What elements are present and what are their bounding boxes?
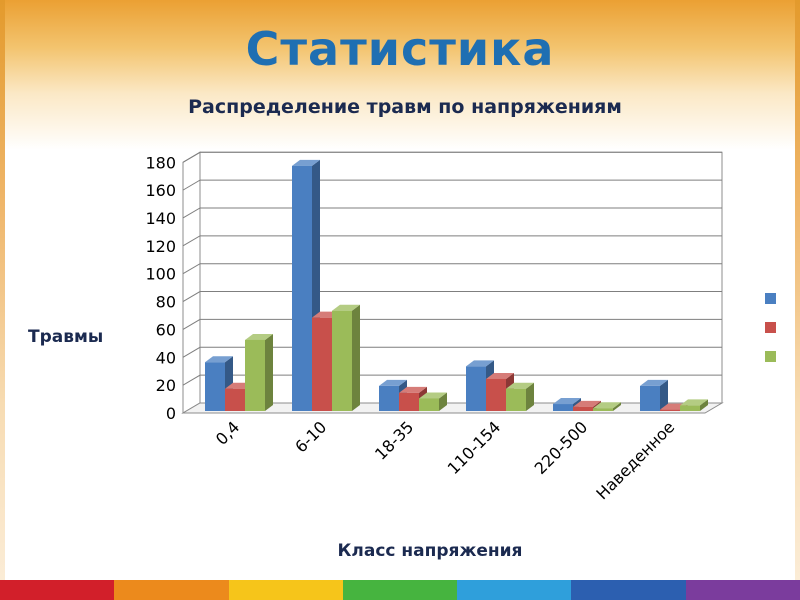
bar <box>292 165 312 411</box>
bar-side <box>439 392 447 411</box>
chart-title: Распределение травм по напряжениям <box>188 96 622 118</box>
y-tick-label: 0 <box>166 404 176 423</box>
bar-top <box>486 372 514 379</box>
y-tick-label: 20 <box>156 376 176 395</box>
right-frame-border <box>795 0 800 580</box>
bar <box>399 392 419 411</box>
bar-top <box>593 402 621 409</box>
bar-top <box>419 392 447 399</box>
bar <box>506 388 526 411</box>
bar <box>245 339 265 411</box>
y-tick-label: 140 <box>145 209 176 228</box>
y-tick-label: 160 <box>145 181 176 200</box>
y-tick-label: 40 <box>156 348 176 367</box>
gridline <box>182 374 722 386</box>
bar <box>332 310 352 411</box>
header-gradient <box>0 0 800 150</box>
bar <box>205 362 225 411</box>
bottom-color-stripe <box>0 580 800 600</box>
stripe-segment <box>342 580 458 600</box>
stripe-segment <box>457 580 572 600</box>
bar <box>466 366 486 411</box>
left-frame-border <box>0 0 5 580</box>
x-tick-label: Наведенное <box>592 417 678 503</box>
x-tick-label: 6-10 <box>291 417 330 456</box>
stripe-segment <box>685 580 800 600</box>
x-tick-label: 110-154 <box>444 417 505 478</box>
x-tick-label: 220-500 <box>531 417 592 478</box>
gridline <box>182 235 722 247</box>
stripe-segment <box>228 580 343 600</box>
bar <box>419 398 439 411</box>
chart-back-wall <box>199 151 723 404</box>
bar <box>379 385 399 411</box>
gridline <box>182 207 722 219</box>
slide-title: Статистика <box>245 22 555 76</box>
bar-top <box>553 398 581 405</box>
bar-side <box>265 333 273 411</box>
bar-top <box>680 399 708 406</box>
legend-swatch <box>765 293 776 304</box>
bar-side <box>352 304 360 411</box>
bar-top <box>573 400 601 407</box>
x-tick-label: 0,4 <box>212 417 243 448</box>
bar-top <box>292 159 320 166</box>
stripe-segment <box>114 580 229 600</box>
y-axis-label: Травмы <box>28 327 104 347</box>
bar-top <box>506 382 534 389</box>
legend-swatch <box>765 351 776 362</box>
gridline <box>182 179 722 191</box>
bar-top <box>466 360 494 367</box>
bar <box>573 406 593 411</box>
bar <box>660 409 680 411</box>
bar-side <box>613 402 621 411</box>
bar-top <box>379 379 407 386</box>
y-tick-label: 80 <box>156 293 176 312</box>
stripe-segment <box>571 580 686 600</box>
bar <box>312 317 332 411</box>
bar <box>553 404 573 411</box>
y-tick-label: 120 <box>145 237 176 256</box>
bar-side <box>700 399 708 411</box>
gridline <box>182 291 722 302</box>
bar <box>593 408 613 411</box>
gridline <box>182 263 722 275</box>
bar-top <box>640 379 668 386</box>
chart-side-wall <box>182 151 201 414</box>
bar-side <box>660 379 668 411</box>
x-tick-label: 18-35 <box>371 417 417 463</box>
gridline <box>182 346 722 358</box>
bar-side <box>526 382 534 411</box>
bar-top <box>332 304 360 311</box>
y-tick-label: 100 <box>145 265 176 284</box>
bar-top <box>399 386 427 393</box>
bar <box>486 378 506 411</box>
bar-top <box>205 356 233 363</box>
bar-top <box>245 333 273 340</box>
gridline <box>182 318 722 330</box>
y-tick-label: 180 <box>145 153 176 172</box>
bar <box>640 385 660 411</box>
x-axis-label: Класс напряжения <box>337 541 523 561</box>
stripe-segment <box>0 580 115 600</box>
y-tick-label: 60 <box>156 320 176 339</box>
gridline <box>182 151 722 163</box>
legend-swatch <box>765 322 776 333</box>
bar <box>225 388 245 411</box>
bar <box>680 405 700 411</box>
